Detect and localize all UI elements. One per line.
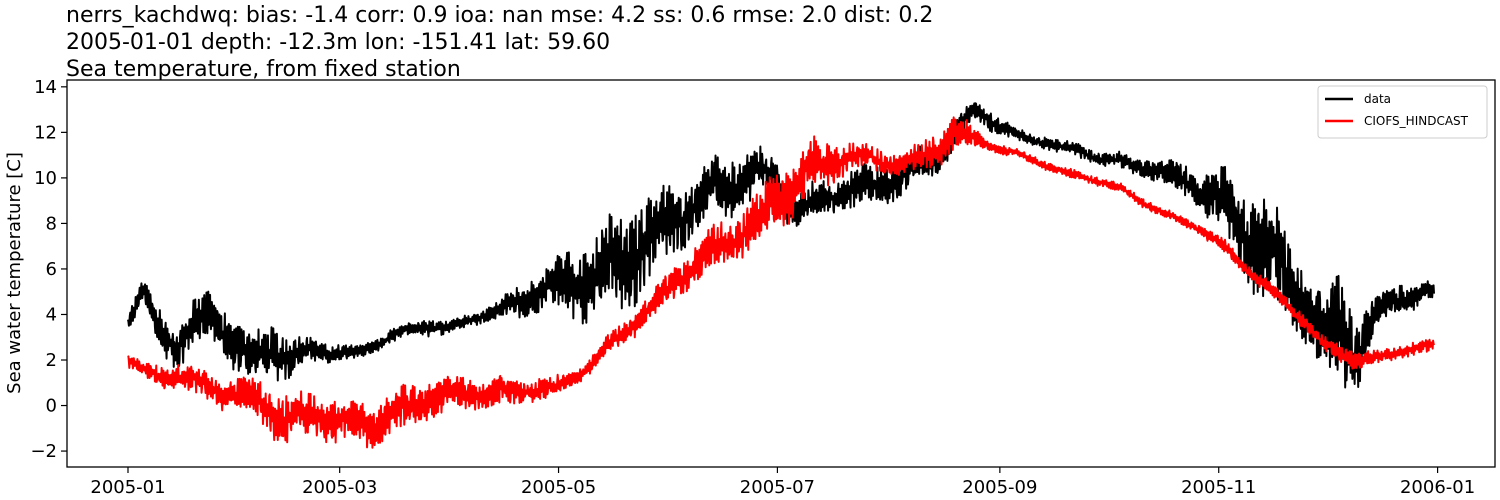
y-tick-label: 14 — [34, 77, 57, 98]
x-tick-label: 2005-11 — [1181, 477, 1256, 498]
y-tick-label: 10 — [34, 168, 57, 189]
chart-title-line-3: Sea temperature, from fixed station — [66, 57, 461, 82]
x-tick-label: 2006-01 — [1400, 477, 1475, 498]
series-line-data — [127, 102, 1436, 389]
y-tick-label: 12 — [34, 122, 57, 143]
chart-title-line-1: nerrs_kachdwq: bias: -1.4 corr: 0.9 ioa:… — [66, 3, 933, 28]
y-axis: −2 0 2 4 6 8 10 12 14 — [30, 77, 67, 462]
series-layer — [127, 102, 1436, 449]
x-axis: 2005-01 2005-03 2005-05 2005-07 2005-09 2005-… — [90, 467, 1475, 498]
y-tick-label: 6 — [46, 259, 57, 280]
x-tick-label: 2005-05 — [521, 477, 596, 498]
y-tick-label: 2 — [46, 350, 57, 371]
legend-label-model: CIOFS_HINDCAST — [1364, 114, 1469, 128]
y-tick-label: 0 — [46, 396, 57, 417]
series-line-model — [127, 116, 1435, 449]
y-tick-label: 8 — [46, 213, 57, 234]
x-tick-label: 2005-03 — [302, 477, 377, 498]
x-tick-label: 2005-01 — [90, 477, 165, 498]
legend-box — [1317, 85, 1488, 139]
legend: data CIOFS_HINDCAST — [1317, 85, 1488, 139]
x-tick-label: 2005-07 — [740, 477, 815, 498]
chart-title-line-2: 2005-01-01 depth: -12.3m lon: -151.41 la… — [66, 30, 610, 55]
y-axis-label: Sea water temperature [C] — [4, 152, 25, 394]
plot-frame — [66, 79, 1496, 468]
legend-label-data: data — [1364, 92, 1391, 106]
y-tick-label: −2 — [30, 441, 57, 462]
x-tick-label: 2005-09 — [962, 477, 1037, 498]
y-tick-label: 4 — [46, 304, 57, 325]
